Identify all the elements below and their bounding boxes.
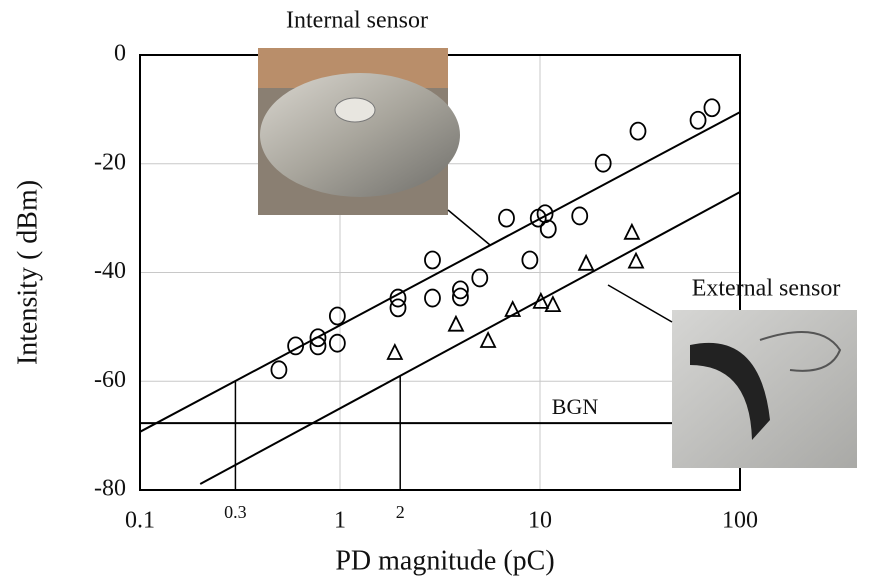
circle-point xyxy=(452,280,469,300)
triangle-point xyxy=(386,342,404,360)
circle-point xyxy=(571,206,589,226)
circle-point xyxy=(389,288,407,308)
y-tick-label: 0 xyxy=(114,41,126,67)
circle-point xyxy=(309,328,327,348)
y-tick-label: -20 xyxy=(94,149,126,175)
pointer xyxy=(447,209,491,246)
photos: Internal sensor External sensor xyxy=(258,8,857,468)
fit-line xyxy=(199,191,741,485)
y-tick-label: -60 xyxy=(94,367,126,393)
circle-point xyxy=(309,336,327,356)
triangle-point xyxy=(532,291,550,309)
circle-point xyxy=(287,336,305,356)
sensor-center xyxy=(334,97,376,123)
sensor-cable xyxy=(759,331,842,372)
circle-point xyxy=(521,250,539,270)
circle-point xyxy=(471,268,489,288)
circle-point xyxy=(328,306,346,326)
circle-point xyxy=(424,288,441,308)
circle-point xyxy=(629,121,647,141)
circle-point xyxy=(328,333,346,353)
circle-point xyxy=(689,110,707,130)
annotation: External sensor xyxy=(692,276,841,302)
circle-point xyxy=(594,153,612,173)
triangle-point xyxy=(447,314,465,332)
pointer xyxy=(607,284,673,323)
reference-label: BGN xyxy=(552,394,599,419)
x-tick-label: 0.1 xyxy=(125,508,155,534)
circle-point xyxy=(498,208,515,228)
circle-point xyxy=(389,298,407,318)
triangle-point xyxy=(577,253,595,271)
circle-point xyxy=(539,219,557,239)
x-tick-label: 1 xyxy=(334,508,346,534)
y-axis-title: Intensity ( dBm) xyxy=(12,180,43,365)
fit-line xyxy=(139,111,741,433)
annotation: Internal sensor xyxy=(286,8,428,34)
marker-label: 0.3 xyxy=(224,502,247,522)
triangle-point xyxy=(623,222,641,240)
plot-area: 0.1 1 10 100 0 -20 -40 -60 -80 PD magnitude (pC) I… xyxy=(12,41,758,577)
marker-label: 2 xyxy=(396,502,405,522)
sensor-arc xyxy=(690,342,770,440)
sensor-disk xyxy=(260,73,460,197)
circle-point xyxy=(703,98,721,118)
triangle-point xyxy=(479,331,497,348)
x-tick-label: 100 xyxy=(722,508,758,534)
triangle-point xyxy=(544,295,562,313)
y-tick-label: -80 xyxy=(94,476,126,502)
y-tick-label: -40 xyxy=(94,258,126,284)
external-sensor-photo xyxy=(672,310,857,468)
x-axis-title: PD magnitude (pC) xyxy=(335,545,554,576)
circle-point xyxy=(270,360,288,380)
triangle-point xyxy=(627,251,645,269)
triangle-point xyxy=(504,300,522,317)
circle-point xyxy=(452,287,469,307)
circle-point xyxy=(424,250,441,270)
x-tick-label: 10 xyxy=(528,508,552,534)
